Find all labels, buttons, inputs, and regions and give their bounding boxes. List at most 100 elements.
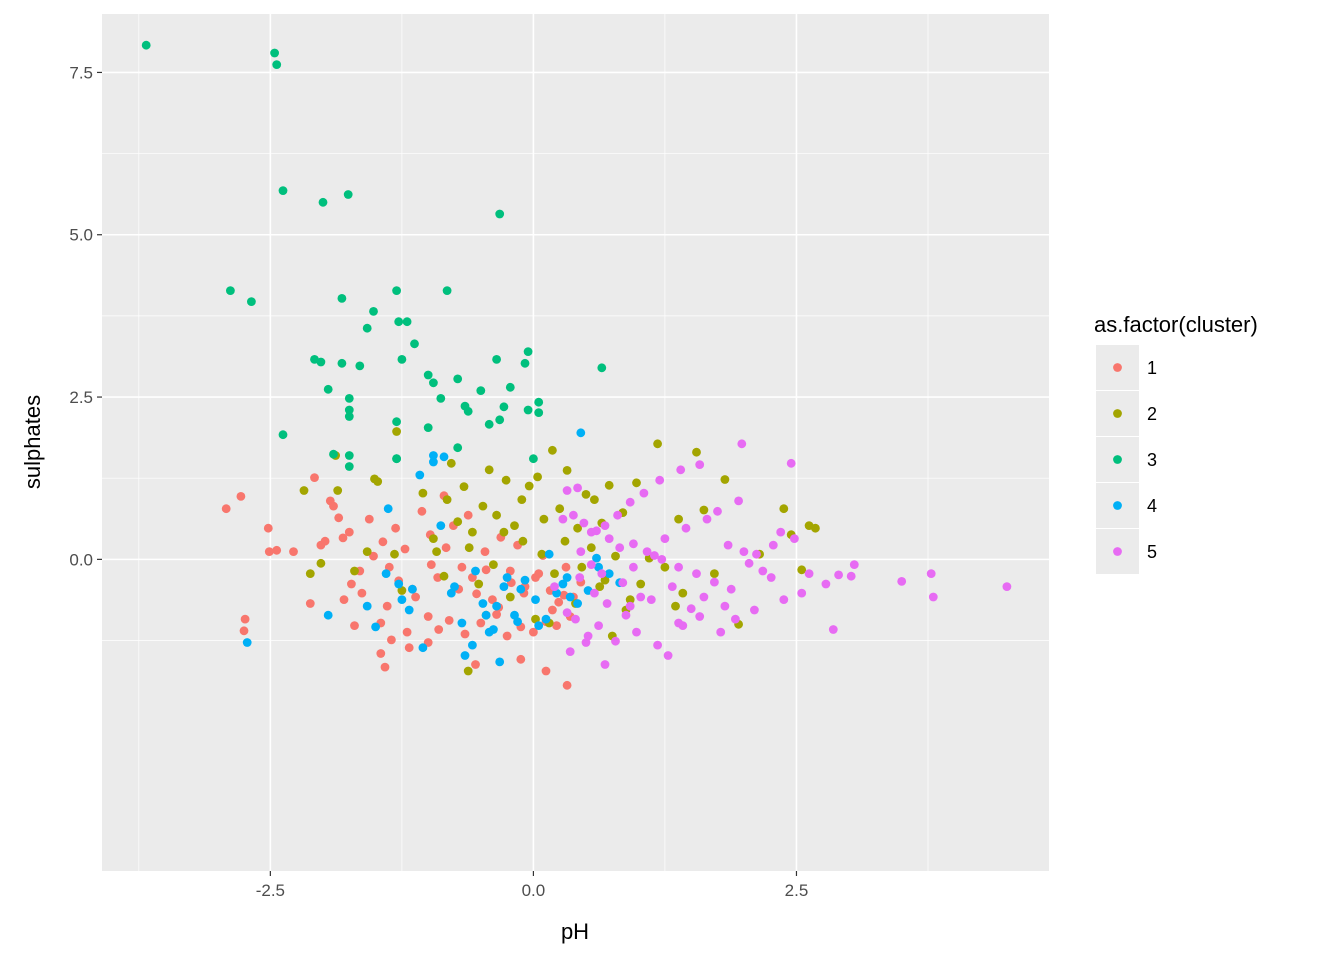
data-point-cluster-1: [423, 612, 433, 621]
data-point-cluster-1: [554, 597, 564, 607]
data-point-cluster-2: [653, 439, 662, 449]
data-point-cluster-3: [318, 197, 328, 207]
data-point-cluster-2: [518, 536, 528, 546]
data-point-cluster-3: [442, 286, 452, 295]
data-point-cluster-2: [446, 458, 456, 468]
data-point-cluster-2: [692, 447, 701, 457]
data-point-cluster-3: [392, 286, 401, 295]
legend-label: 3: [1147, 450, 1157, 470]
data-point-cluster-5: [660, 534, 670, 543]
data-point-cluster-3: [392, 454, 401, 464]
data-point-cluster-2: [710, 569, 719, 578]
data-point-cluster-4: [408, 584, 417, 594]
data-point-cluster-2: [586, 543, 596, 553]
data-point-cluster-2: [604, 480, 614, 490]
data-point-cluster-2: [489, 560, 498, 569]
data-point-cluster-3: [492, 355, 501, 364]
data-point-cluster-1: [417, 506, 427, 516]
x-tick-label: 2.5: [785, 881, 809, 900]
data-point-cluster-2: [299, 486, 309, 495]
data-point-cluster-2: [720, 475, 730, 484]
data-point-cluster-2: [510, 521, 519, 530]
data-point-cluster-1: [434, 625, 444, 634]
data-point-cluster-5: [797, 588, 807, 598]
legend-entry-1: 1: [1096, 345, 1157, 390]
data-point-cluster-5: [828, 625, 838, 634]
data-point-cluster-4: [495, 657, 505, 667]
data-point-cluster-5: [897, 577, 907, 586]
data-point-cluster-4: [404, 605, 414, 615]
data-point-cluster-1: [471, 660, 480, 669]
data-point-cluster-3: [453, 443, 463, 453]
data-point-cluster-1: [404, 643, 414, 653]
data-point-cluster-5: [576, 547, 586, 556]
data-point-cluster-3: [460, 401, 470, 411]
data-point-cluster-1: [529, 627, 538, 637]
data-point-cluster-2: [439, 571, 449, 581]
data-point-cluster-5: [731, 614, 740, 624]
data-point-cluster-2: [478, 501, 488, 511]
data-point-cluster-5: [590, 588, 599, 598]
data-point-cluster-5: [752, 549, 761, 559]
data-point-cluster-5: [575, 573, 585, 582]
plot-panel: [102, 14, 1049, 871]
data-point-cluster-1: [426, 560, 436, 569]
data-point-cluster-3: [423, 370, 433, 380]
y-axis-title: sulphates: [20, 395, 45, 489]
data-point-cluster-4: [481, 610, 491, 620]
data-point-cluster-2: [505, 592, 515, 602]
data-point-cluster-1: [391, 523, 400, 533]
data-point-cluster-3: [247, 297, 256, 306]
data-point-cluster-2: [333, 486, 343, 495]
data-point-cluster-2: [463, 666, 473, 676]
data-point-cluster-5: [657, 555, 667, 564]
data-point-cluster-1: [263, 523, 273, 533]
data-point-cluster-3: [429, 378, 438, 388]
data-point-cluster-1: [548, 605, 557, 615]
data-point-cluster-4: [544, 549, 554, 559]
data-point-cluster-4: [534, 621, 544, 630]
data-point-cluster-3: [344, 412, 354, 421]
legend-label: 4: [1147, 496, 1157, 516]
data-point-cluster-4: [478, 599, 488, 608]
data-point-cluster-1: [411, 592, 420, 602]
data-point-cluster-2: [492, 510, 501, 520]
data-point-cluster-5: [550, 582, 559, 591]
data-point-cluster-3: [362, 323, 372, 333]
data-point-cluster-5: [655, 475, 665, 485]
data-point-cluster-4: [565, 592, 575, 602]
data-point-cluster-3: [534, 408, 544, 417]
data-point-cluster-5: [592, 526, 601, 536]
data-point-cluster-5: [565, 647, 575, 656]
data-point-cluster-5: [713, 506, 722, 516]
data-point-cluster-5: [579, 518, 589, 528]
data-point-cluster-1: [476, 618, 486, 628]
data-point-cluster-1: [221, 504, 231, 514]
data-point-cluster-3: [226, 286, 235, 295]
data-point-cluster-3: [270, 48, 279, 58]
data-point-cluster-2: [581, 490, 591, 499]
legend-label: 1: [1147, 358, 1157, 378]
data-point-cluster-2: [797, 565, 807, 575]
legend-key-marker: [1113, 363, 1122, 372]
data-point-cluster-3: [495, 209, 505, 219]
data-point-cluster-2: [636, 579, 646, 589]
data-point-cluster-2: [811, 523, 820, 533]
data-point-cluster-4: [450, 582, 459, 591]
data-point-cluster-2: [595, 582, 605, 591]
data-point-cluster-1: [339, 595, 349, 604]
data-point-cluster-3: [392, 417, 401, 427]
legend: as.factor(cluster) 1 2 3 4 5: [1094, 312, 1258, 574]
data-point-cluster-4: [362, 601, 372, 611]
data-point-cluster-1: [357, 588, 367, 598]
data-point-cluster-5: [604, 534, 614, 543]
data-point-cluster-2: [468, 527, 477, 537]
data-point-cluster-3: [523, 347, 533, 356]
data-point-cluster-2: [577, 562, 587, 572]
data-point-cluster-3: [344, 405, 354, 415]
legend-entry-5: 5: [1096, 529, 1157, 574]
data-point-cluster-5: [615, 543, 625, 553]
data-point-cluster-4: [383, 504, 393, 514]
data-point-cluster-3: [394, 317, 404, 327]
